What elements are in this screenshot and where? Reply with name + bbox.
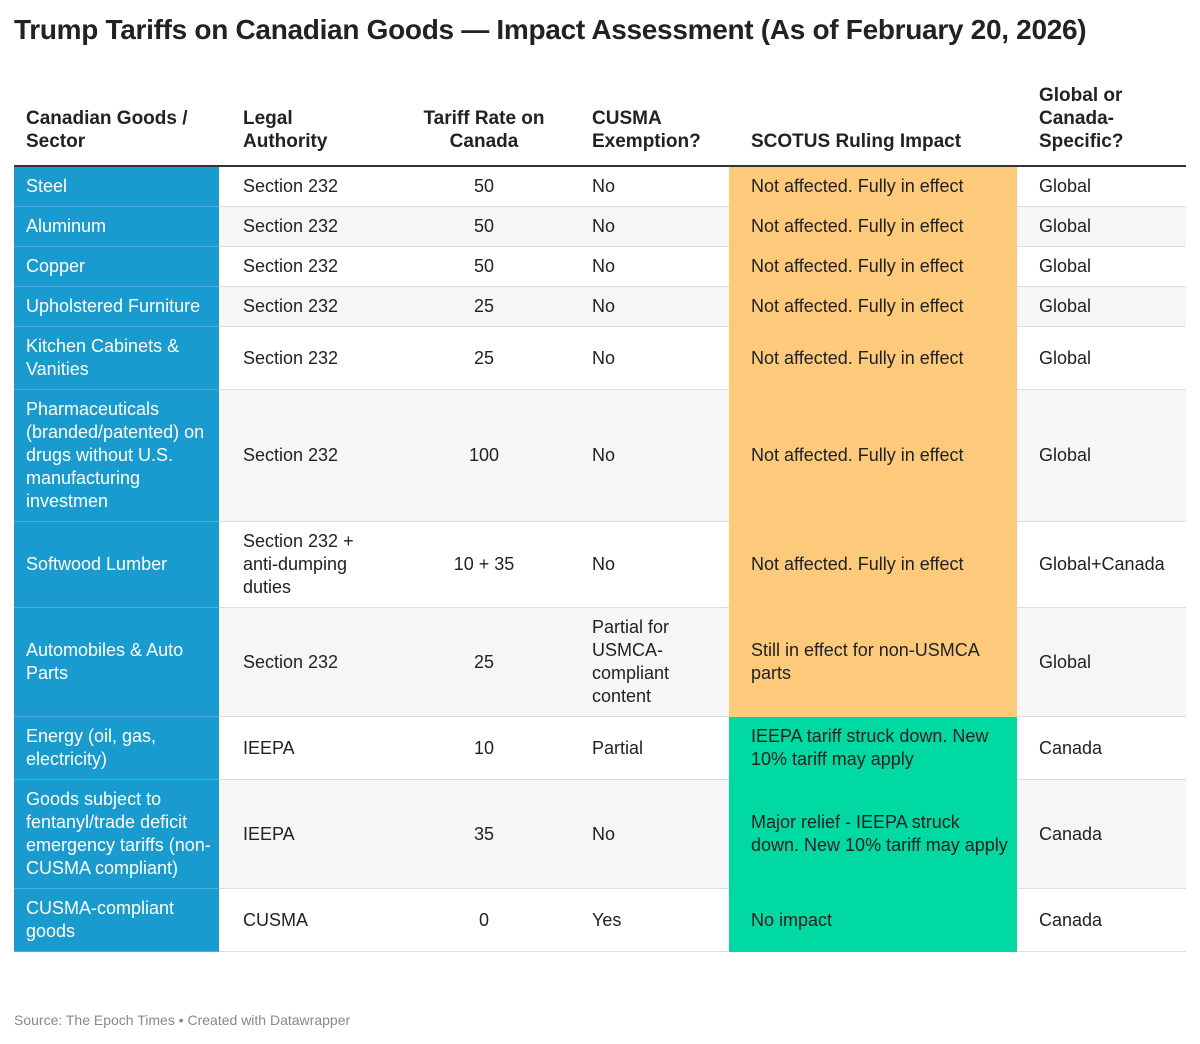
table-cell: IEEPA (219, 716, 384, 780)
table-cell: 35 (384, 779, 580, 889)
table-cell: 0 (384, 888, 580, 952)
table-row: Goods subject to fentanyl/trade deficit … (14, 779, 1186, 889)
table-cell: Goods subject to fentanyl/trade deficit … (14, 779, 219, 889)
table-cell: Steel (14, 166, 219, 207)
table-row: Copper Section 232 50 No Not affected. Fully… (14, 246, 1186, 287)
table-cell: No (580, 779, 729, 889)
table-cell: Section 232 (219, 326, 384, 390)
table-row: Pharmaceuticals (branded/patented) on dr… (14, 389, 1186, 522)
table-cell: Aluminum (14, 206, 219, 247)
table-cell: Not affected. Fully in effect (729, 166, 1017, 207)
table-cell: 25 (384, 326, 580, 390)
table-cell: Upholstered Furniture (14, 286, 219, 327)
table-cell: Global (1017, 166, 1186, 207)
table-cell: Major relief - IEEPA struck down. New 10… (729, 779, 1017, 889)
table-cell: Pharmaceuticals (branded/patented) on dr… (14, 389, 219, 522)
table-cell: 10 + 35 (384, 521, 580, 608)
table-row: Steel Section 232 50 No Not affected. Fully … (14, 166, 1186, 207)
table-cell: No (580, 246, 729, 287)
table-cell: Not affected. Fully in effect (729, 389, 1017, 522)
table-cell: Partial (580, 716, 729, 780)
table-cell: Not affected. Fully in effect (729, 326, 1017, 390)
table-cell: 25 (384, 286, 580, 327)
title: Trump Tariffs on Canadian Goods — Impact… (14, 14, 1087, 45)
table-row: Upholstered Furniture Section 232 25 No Not … (14, 286, 1186, 327)
table-cell: Not affected. Fully in effect (729, 206, 1017, 247)
table-cell: Section 232 (219, 286, 384, 327)
table-cell: Automobiles & Auto Parts (14, 607, 219, 717)
table-row: Energy (oil, gas, electricity) IEEPA 10 Par… (14, 716, 1186, 780)
table-cell: Section 232 (219, 246, 384, 287)
column-header: Legal Authority (219, 84, 384, 167)
table-cell: Copper (14, 246, 219, 287)
table-row: Kitchen Cabinets & Vanities Section 232 25… (14, 326, 1186, 390)
table-row: Automobiles & Auto Parts Section 232 25 Par… (14, 607, 1186, 717)
table-body: Steel Section 232 50 No Not affected. Fully … (14, 166, 1186, 952)
table-cell: No (580, 521, 729, 608)
table-cell: Canada (1017, 888, 1186, 952)
table-row: Softwood Lumber Section 232 + anti-dumpin… (14, 521, 1186, 608)
column-header: Canadian Goods / Sector (14, 84, 219, 167)
table-cell: IEEPA (219, 779, 384, 889)
table-cell: Global (1017, 389, 1186, 522)
table-cell: 50 (384, 246, 580, 287)
table-cell: Section 232 (219, 166, 384, 207)
table-cell: Global (1017, 206, 1186, 247)
table-cell: 25 (384, 607, 580, 717)
table-cell: 100 (384, 389, 580, 522)
column-header: SCOTUS Ruling Impact (729, 84, 1017, 167)
table-cell: Not affected. Fully in effect (729, 521, 1017, 608)
table-row: Aluminum Section 232 50 No Not affected. Ful… (14, 206, 1186, 247)
table-cell: Not affected. Fully in effect (729, 286, 1017, 327)
table-cell: Global (1017, 246, 1186, 287)
table-cell: Partial for USMCA-compliant content (580, 607, 729, 717)
table-cell: 10 (384, 716, 580, 780)
table-cell: No impact (729, 888, 1017, 952)
table-cell: CUSMA (219, 888, 384, 952)
table-cell: No (580, 389, 729, 522)
table-cell: Section 232 + anti-dumping duties (219, 521, 384, 608)
table-cell: No (580, 206, 729, 247)
table-cell: IEEPA tariff struck down. New 10% tariff… (729, 716, 1017, 780)
table-cell: Global+Canada (1017, 521, 1186, 608)
table-cell: Global (1017, 326, 1186, 390)
source: Source: The Epoch Times • Created with D… (14, 1012, 351, 1028)
column-header: Tariff Rate on Canada (384, 84, 580, 167)
table-cell: Softwood Lumber (14, 521, 219, 608)
table-cell: CUSMA-compliant goods (14, 888, 219, 952)
table-cell: Section 232 (219, 389, 384, 522)
column-header: CUSMA Exemption? (580, 84, 729, 167)
header-row: Canadian Goods / Sector Legal Authority Ta… (14, 84, 1186, 167)
table-cell: Not affected. Fully in effect (729, 246, 1017, 287)
table-cell: Global (1017, 607, 1186, 717)
table-row: CUSMA-compliant goods CUSMA 0 Yes No impact C… (14, 888, 1186, 952)
table-cell: No (580, 286, 729, 327)
table-cell: 50 (384, 206, 580, 247)
table-cell: Energy (oil, gas, electricity) (14, 716, 219, 780)
table-cell: Section 232 (219, 607, 384, 717)
impact-table: Canadian Goods / Sector Legal Authority Ta… (14, 84, 1186, 952)
table-cell: No (580, 326, 729, 390)
column-header: Global or Canada-Specific? (1017, 84, 1186, 167)
table-cell: No (580, 166, 729, 207)
table-cell: Still in effect for non-USMCA parts (729, 607, 1017, 717)
table-cell: Yes (580, 888, 729, 952)
table-cell: 50 (384, 166, 580, 207)
table-cell: Section 232 (219, 206, 384, 247)
table-cell: Kitchen Cabinets & Vanities (14, 326, 219, 390)
table-cell: Global (1017, 286, 1186, 327)
table-cell: Canada (1017, 779, 1186, 889)
table-cell: Canada (1017, 716, 1186, 780)
